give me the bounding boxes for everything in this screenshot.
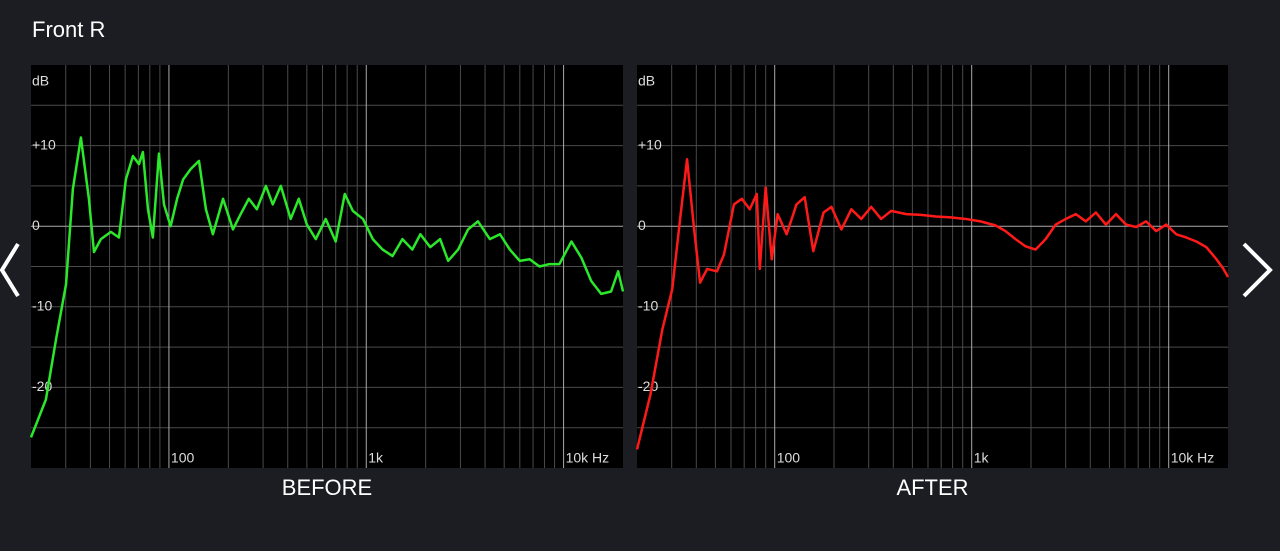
x-tick-label: 100: [171, 450, 195, 466]
x-axis-label: AFTER: [896, 475, 968, 500]
y-tick-label: -10: [32, 298, 52, 314]
x-tick-label: 10k Hz: [1171, 450, 1215, 466]
y-unit-label: dB: [638, 73, 655, 89]
x-tick-label: 10k Hz: [566, 450, 610, 466]
next-arrow[interactable]: [1242, 242, 1273, 298]
x-tick-label: 1k: [974, 450, 990, 466]
y-tick-label: 0: [638, 217, 646, 233]
x-tick-label: 100: [777, 450, 801, 466]
page-title: Front R: [32, 17, 105, 42]
y-tick-label: -20: [638, 378, 658, 394]
x-axis-label: BEFORE: [282, 475, 372, 500]
x-tick-label: 1k: [368, 450, 384, 466]
y-tick-label: -10: [638, 298, 658, 314]
prev-arrow[interactable]: [0, 242, 20, 298]
y-unit-label: dB: [32, 73, 49, 89]
y-tick-label: +10: [638, 136, 662, 152]
response-line: [635, 158, 1230, 450]
response-line: [29, 136, 625, 438]
y-tick-label: +10: [32, 136, 56, 152]
y-tick-label: 0: [32, 217, 40, 233]
